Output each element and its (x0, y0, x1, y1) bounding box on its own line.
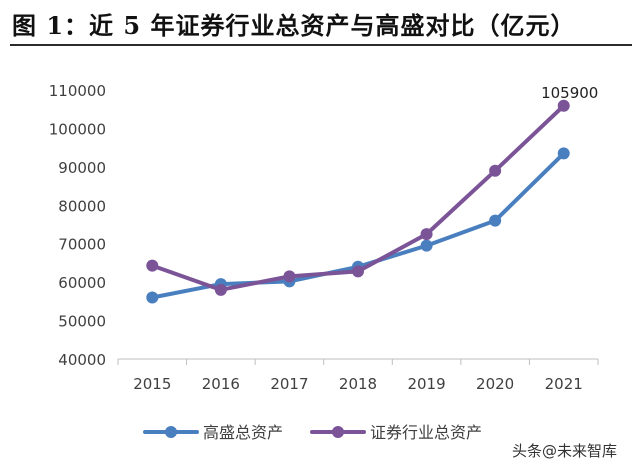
x-tick-label: 2021 (545, 375, 583, 393)
data-point-industry (557, 99, 570, 112)
data-point-goldman (489, 214, 502, 227)
data-point-goldman (557, 147, 570, 160)
x-tick-label: 2019 (407, 375, 445, 393)
x-tick-label: 2018 (339, 375, 377, 393)
data-point-industry (146, 259, 159, 272)
data-point-industry (214, 283, 227, 296)
y-tick-label: 50000 (58, 313, 106, 331)
legend-marker-industry (332, 426, 344, 438)
data-label: 105900 (541, 84, 598, 102)
data-point-industry (283, 270, 296, 283)
x-tick-label: 2016 (202, 375, 240, 393)
y-tick-label: 80000 (58, 197, 106, 215)
x-tick-label: 2017 (270, 375, 308, 393)
y-tick-label: 70000 (58, 236, 106, 254)
data-point-industry (352, 265, 364, 278)
legend-label-goldman: 高盛总资产 (203, 423, 283, 442)
legend-marker-goldman (165, 426, 177, 438)
y-tick-label: 60000 (58, 274, 106, 292)
x-tick-label: 2015 (133, 375, 171, 393)
y-tick-label: 40000 (58, 351, 106, 369)
data-point-industry (489, 164, 502, 177)
page-title: 图 1：近 5 年证券行业总资产与高盛对比（亿元） (12, 11, 576, 40)
data-point-industry (420, 228, 433, 241)
legend-label-industry: 证券行业总资产 (370, 423, 482, 442)
watermark: 头条@未来智库 (512, 442, 618, 460)
x-tick-label: 2020 (476, 375, 514, 393)
data-point-goldman (420, 239, 433, 252)
y-tick-label: 90000 (58, 159, 106, 177)
data-point-goldman (146, 291, 159, 304)
y-tick-label: 110000 (49, 82, 106, 100)
title-divider (10, 44, 632, 46)
y-tick-label: 100000 (49, 120, 106, 138)
